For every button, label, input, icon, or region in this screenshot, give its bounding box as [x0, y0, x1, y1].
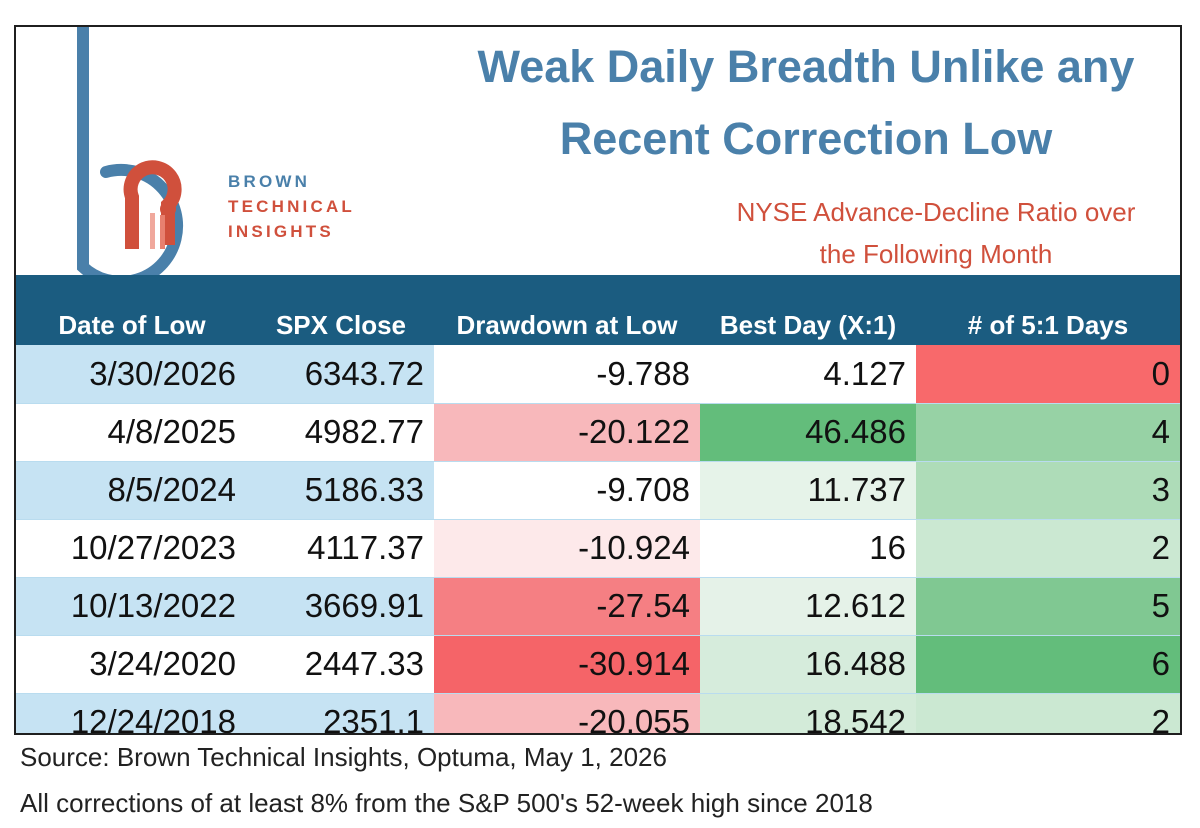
best-day-cell: 18.542	[700, 693, 916, 733]
best-day-cell: 11.737	[700, 461, 916, 520]
table-row: 3/30/2026 6343.72 -9.788 4.127 0	[16, 345, 1180, 404]
table-row: 10/27/2023 4117.37 -10.924 16 2	[16, 519, 1180, 578]
best-day-cell: 12.612	[700, 577, 916, 636]
five-to-one-days-cell: 3	[916, 461, 1180, 520]
spx-close-cell: 4117.37	[248, 519, 434, 578]
drawdown-cell: -10.924	[434, 519, 700, 578]
breadth-table: Date of Low SPX Close Drawdown at Low Be…	[16, 275, 1180, 733]
table-row: 8/5/2024 5186.33 -9.708 11.737 3	[16, 461, 1180, 520]
chart-title: Weak Daily Breadth Unlike any Recent Cor…	[436, 31, 1176, 175]
table-row: 10/13/2022 3669.91 -27.54 12.612 5	[16, 577, 1180, 636]
drawdown-cell: -30.914	[434, 635, 700, 694]
drawdown-cell: -9.788	[434, 345, 700, 404]
five-to-one-days-cell: 0	[916, 345, 1180, 404]
date-cell: 10/27/2023	[16, 519, 248, 578]
drawdown-cell: -27.54	[434, 577, 700, 636]
date-cell: 3/30/2026	[16, 345, 248, 404]
subtitle-line-2: the Following Month	[819, 239, 1053, 269]
criteria-note: All corrections of at least 8% from the …	[20, 788, 873, 818]
five-to-one-days-cell: 5	[916, 577, 1180, 636]
spx-close-cell: 5186.33	[248, 461, 434, 520]
table-header-row: Date of Low SPX Close Drawdown at Low Be…	[16, 275, 1180, 345]
best-day-cell: 46.486	[700, 403, 916, 462]
table-row: 4/8/2025 4982.77 -20.122 46.486 4	[16, 403, 1180, 462]
title-line-2: Recent Correction Low	[559, 113, 1053, 164]
best-day-cell: 16.488	[700, 635, 916, 694]
drawdown-cell: -20.055	[434, 693, 700, 733]
five-to-one-days-cell: 2	[916, 693, 1180, 733]
subtitle-line-1: NYSE Advance-Decline Ratio over	[736, 197, 1136, 227]
best-day-cell: 16	[700, 519, 916, 578]
spx-close-cell: 4982.77	[248, 403, 434, 462]
column-header-date: Date of Low	[16, 275, 248, 345]
five-to-one-days-cell: 4	[916, 403, 1180, 462]
source-note: Source: Brown Technical Insights, Optuma…	[20, 742, 667, 772]
date-cell: 4/8/2025	[16, 403, 248, 462]
title-line-1: Weak Daily Breadth Unlike any	[477, 41, 1135, 92]
column-header-spx-close: SPX Close	[248, 275, 434, 345]
column-header-drawdown: Drawdown at Low	[434, 275, 700, 345]
chart-subtitle: NYSE Advance-Decline Ratio over the Foll…	[696, 191, 1176, 275]
column-header-best-day: Best Day (X:1)	[700, 275, 916, 345]
spx-close-cell: 2447.33	[248, 635, 434, 694]
spx-close-cell: 2351.1	[248, 693, 434, 733]
drawdown-cell: -9.708	[434, 461, 700, 520]
five-to-one-days-cell: 6	[916, 635, 1180, 694]
date-cell: 3/24/2020	[16, 635, 248, 694]
brand-wordmark: BROWN TECHNICAL INSIGHTS	[228, 169, 355, 244]
five-to-one-days-cell: 2	[916, 519, 1180, 578]
table-body: 3/30/2026 6343.72 -9.788 4.127 0 4/8/2025 4982…	[16, 345, 1180, 733]
date-cell: 12/24/2018	[16, 693, 248, 733]
date-cell: 8/5/2024	[16, 461, 248, 520]
chart-frame: BROWN TECHNICAL INSIGHTS Weak Daily Brea…	[14, 25, 1182, 735]
drawdown-cell: -20.122	[434, 403, 700, 462]
spx-close-cell: 3669.91	[248, 577, 434, 636]
column-header-5to1-days: # of 5:1 Days	[916, 275, 1180, 345]
brand-line-1: BROWN	[228, 172, 311, 191]
brand-line-3: INSIGHTS	[228, 222, 334, 241]
table-row: 3/24/2020 2447.33 -30.914 16.488 6	[16, 635, 1180, 694]
best-day-cell: 4.127	[700, 345, 916, 404]
spx-close-cell: 6343.72	[248, 345, 434, 404]
chart-header: BROWN TECHNICAL INSIGHTS Weak Daily Brea…	[16, 27, 1180, 277]
brand-line-2: TECHNICAL	[228, 197, 356, 216]
date-cell: 10/13/2022	[16, 577, 248, 636]
table-row: 12/24/2018 2351.1 -20.055 18.542 2	[16, 693, 1180, 733]
brown-technical-insights-logo	[77, 27, 184, 277]
